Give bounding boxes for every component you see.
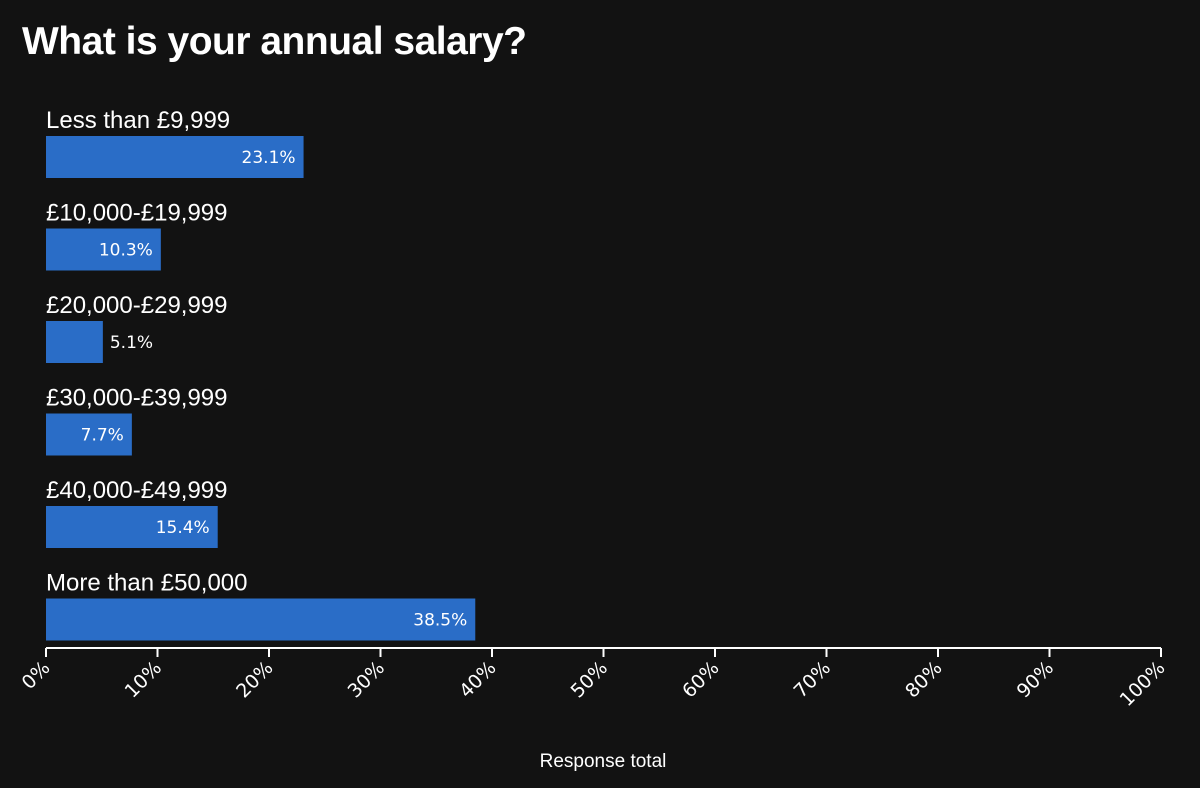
- category-label: £30,000-£39,999: [46, 385, 228, 412]
- bars-layer: Less than £9,999 23.1% £10,000-£19,999 10.3…: [46, 107, 476, 641]
- x-tick-label: 10%: [121, 657, 166, 702]
- bar: [46, 228, 161, 271]
- x-tick-label: 20%: [232, 657, 277, 702]
- category-label: £20,000-£29,999: [46, 292, 228, 319]
- value-label: 15.4%: [156, 518, 210, 538]
- category-label: £40,000-£49,999: [46, 477, 228, 504]
- x-tick-label: 0%: [18, 657, 55, 694]
- category-label: £10,000-£19,999: [46, 200, 228, 227]
- chart-title: What is your annual salary?: [22, 20, 527, 63]
- value-label: 5.1%: [110, 333, 153, 353]
- x-axis-title: Response total: [540, 751, 667, 772]
- x-tick-label: 70%: [790, 657, 835, 702]
- x-tick-label: 40%: [455, 657, 500, 702]
- category-label: More than £50,000: [46, 570, 247, 597]
- x-tick-label: 60%: [678, 657, 723, 702]
- bar: [46, 506, 218, 548]
- value-label: 10.3%: [99, 241, 153, 261]
- x-tick-label: 30%: [344, 657, 389, 702]
- value-label: 7.7%: [81, 426, 124, 446]
- bar: [46, 413, 132, 456]
- x-tick-label: 90%: [1013, 657, 1058, 702]
- bar: [46, 321, 103, 363]
- x-axis: 0% 10% 20% 30% 40% 50% 60% 70% 80% 90% 100%: [18, 647, 1170, 711]
- category-label: Less than £9,999: [46, 107, 230, 134]
- bar: [46, 598, 476, 641]
- x-tick-label: 80%: [901, 657, 946, 702]
- bar: [46, 136, 304, 178]
- value-label: 23.1%: [242, 148, 296, 168]
- x-tick-label: 100%: [1116, 657, 1170, 711]
- x-tick-label: 50%: [567, 657, 612, 702]
- value-label: 38.5%: [413, 611, 467, 631]
